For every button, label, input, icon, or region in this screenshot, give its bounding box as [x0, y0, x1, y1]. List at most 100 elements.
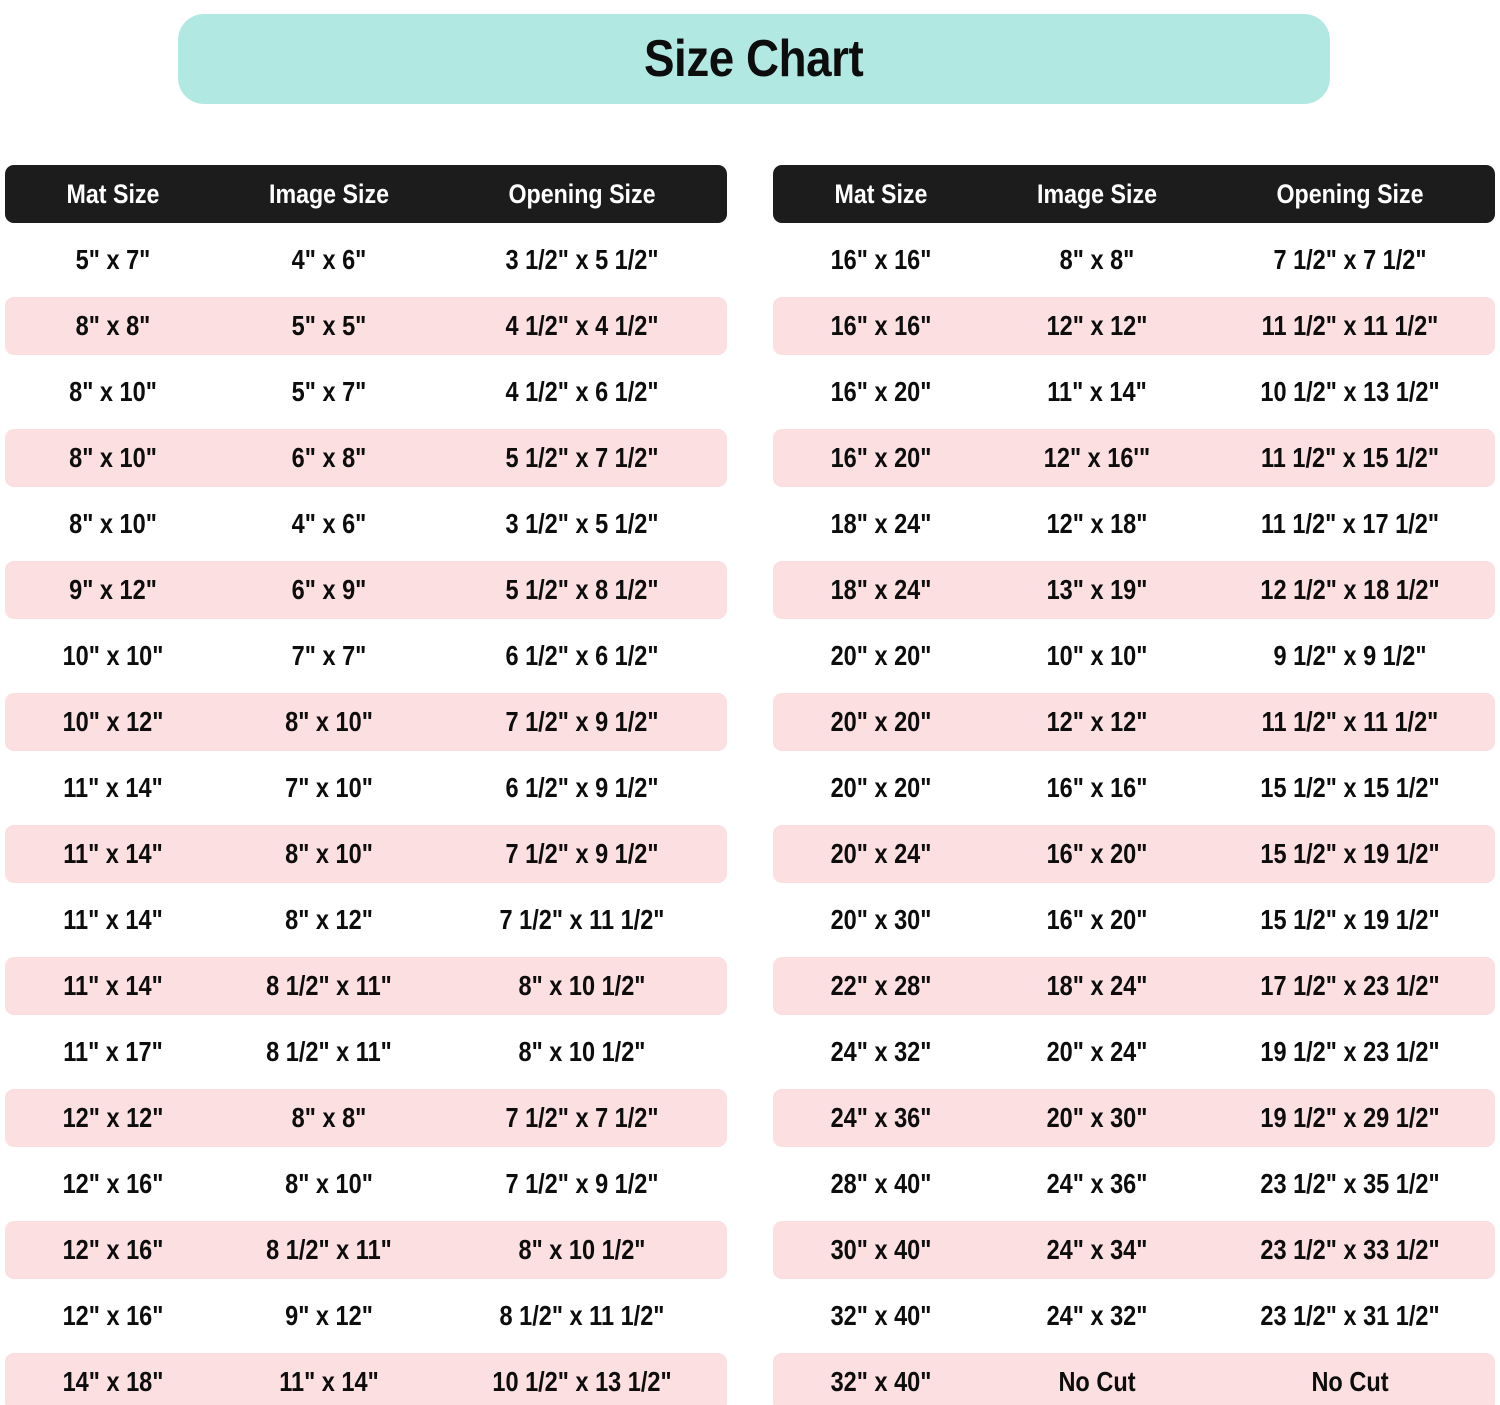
left-cell-opening-size: 6 1/2" x 9 1/2" [505, 772, 659, 803]
left-table-header-row: Mat Size Image Size Opening Size [5, 165, 727, 223]
table-row: 12" x 16" 8 1/2" x 11" 8" x 10 1/2" [5, 1221, 727, 1279]
left-cell-mat-size: 11" x 14" [63, 838, 163, 869]
left-cell-mat-size: 8" x 10" [69, 376, 157, 407]
right-cell-mat-size: 20" x 20" [830, 640, 932, 671]
right-cell-mat-size: 16" x 16" [830, 310, 932, 341]
right-cell-opening-size: 11 1/2" x 11 1/2" [1261, 310, 1439, 341]
left-cell-mat-size: 10" x 12" [62, 706, 164, 737]
left-cell-image-size: 4" x 6" [291, 244, 367, 275]
right-cell-mat-size: 32" x 40" [830, 1300, 932, 1331]
right-header-opening-size: Opening Size [1276, 178, 1424, 209]
right-cell-image-size: 24" x 32" [1046, 1300, 1148, 1331]
right-cell-opening-size: 15 1/2" x 19 1/2" [1260, 904, 1440, 935]
left-cell-mat-size: 12" x 12" [62, 1102, 164, 1133]
right-cell-image-size: 16" x 20" [1046, 838, 1148, 869]
table-row: 12" x 16" 9" x 12" 8 1/2" x 11 1/2" [5, 1287, 727, 1345]
left-cell-opening-size: 8" x 10 1/2" [518, 1234, 646, 1265]
right-cell-image-size: 16" x 20" [1046, 904, 1148, 935]
tables-container: Mat Size Image Size Opening Size 5" x 7"… [0, 165, 1500, 1405]
right-cell-image-size: 13" x 19" [1046, 574, 1148, 605]
left-size-table: Mat Size Image Size Opening Size 5" x 7"… [5, 165, 727, 1405]
left-cell-mat-size: 8" x 8" [75, 310, 151, 341]
left-cell-opening-size: 4 1/2" x 4 1/2" [505, 310, 659, 341]
left-cell-image-size: 4" x 6" [291, 508, 367, 539]
left-cell-opening-size: 5 1/2" x 7 1/2" [505, 442, 659, 473]
left-header-image-size: Image Size [268, 178, 390, 209]
table-row: 11" x 14" 8 1/2" x 11" 8" x 10 1/2" [5, 957, 727, 1015]
left-cell-mat-size: 12" x 16" [62, 1300, 164, 1331]
table-row: 11" x 14" 8" x 12" 7 1/2" x 11 1/2" [5, 891, 727, 949]
right-cell-mat-size: 24" x 36" [830, 1102, 932, 1133]
right-size-table: Mat Size Image Size Opening Size 16" x 1… [773, 165, 1495, 1405]
left-cell-opening-size: 7 1/2" x 11 1/2" [499, 904, 665, 935]
left-cell-opening-size: 8" x 10 1/2" [518, 1036, 646, 1067]
left-cell-mat-size: 11" x 14" [63, 970, 163, 1001]
left-cell-opening-size: 8 1/2" x 11 1/2" [499, 1300, 665, 1331]
right-cell-opening-size: 23 1/2" x 35 1/2" [1260, 1168, 1440, 1199]
right-cell-opening-size: 11 1/2" x 11 1/2" [1261, 706, 1439, 737]
table-row: 14" x 18" 11" x 14" 10 1/2" x 13 1/2" [5, 1353, 727, 1405]
left-cell-opening-size: 6 1/2" x 6 1/2" [505, 640, 659, 671]
right-cell-image-size: 11" x 14" [1047, 376, 1147, 407]
right-cell-mat-size: 16" x 20" [830, 442, 932, 473]
right-cell-opening-size: 17 1/2" x 23 1/2" [1260, 970, 1440, 1001]
right-header-image-size: Image Size [1036, 178, 1158, 209]
right-cell-opening-size: 15 1/2" x 19 1/2" [1260, 838, 1440, 869]
right-cell-image-size: 24" x 36" [1046, 1168, 1148, 1199]
left-cell-opening-size: 7 1/2" x 9 1/2" [505, 1168, 659, 1199]
left-cell-mat-size: 8" x 10" [69, 508, 157, 539]
right-cell-opening-size: 19 1/2" x 23 1/2" [1260, 1036, 1440, 1067]
left-cell-image-size: 7" x 10" [285, 772, 373, 803]
right-cell-opening-size: 7 1/2" x 7 1/2" [1273, 244, 1427, 275]
table-row: 8" x 10" 6" x 8" 5 1/2" x 7 1/2" [5, 429, 727, 487]
left-cell-image-size: 5" x 5" [291, 310, 367, 341]
table-row: 12" x 12" 8" x 8" 7 1/2" x 7 1/2" [5, 1089, 727, 1147]
right-cell-mat-size: 20" x 30" [830, 904, 932, 935]
right-cell-image-size: 10" x 10" [1046, 640, 1148, 671]
left-cell-image-size: 6" x 8" [291, 442, 367, 473]
right-cell-opening-size: 12 1/2" x 18 1/2" [1260, 574, 1440, 605]
left-cell-mat-size: 11" x 14" [63, 772, 163, 803]
right-cell-image-size: 12" x 12" [1046, 310, 1148, 341]
table-row: 30" x 40" 24" x 34" 23 1/2" x 33 1/2" [773, 1221, 1495, 1279]
right-cell-mat-size: 24" x 32" [830, 1036, 932, 1067]
table-row: 32" x 40" 24" x 32" 23 1/2" x 31 1/2" [773, 1287, 1495, 1345]
right-cell-opening-size: 23 1/2" x 31 1/2" [1260, 1300, 1440, 1331]
right-table-header-row: Mat Size Image Size Opening Size [773, 165, 1495, 223]
right-cell-image-size: 20" x 24" [1046, 1036, 1148, 1067]
left-cell-opening-size: 3 1/2" x 5 1/2" [505, 244, 659, 275]
right-cell-mat-size: 18" x 24" [830, 574, 932, 605]
table-row: 9" x 12" 6" x 9" 5 1/2" x 8 1/2" [5, 561, 727, 619]
table-row: 16" x 20" 12" x 16'" 11 1/2" x 15 1/2" [773, 429, 1495, 487]
left-cell-image-size: 8" x 8" [291, 1102, 367, 1133]
left-cell-mat-size: 11" x 17" [63, 1036, 163, 1067]
left-cell-opening-size: 5 1/2" x 8 1/2" [505, 574, 659, 605]
table-row: 20" x 20" 12" x 12" 11 1/2" x 11 1/2" [773, 693, 1495, 751]
table-row: 10" x 10" 7" x 7" 6 1/2" x 6 1/2" [5, 627, 727, 685]
table-row: 20" x 24" 16" x 20" 15 1/2" x 19 1/2" [773, 825, 1495, 883]
right-cell-image-size: 12" x 16'" [1043, 442, 1151, 473]
left-cell-opening-size: 8" x 10 1/2" [518, 970, 646, 1001]
table-row: 10" x 12" 8" x 10" 7 1/2" x 9 1/2" [5, 693, 727, 751]
left-cell-mat-size: 12" x 16" [62, 1168, 164, 1199]
left-cell-image-size: 8" x 12" [285, 904, 373, 935]
right-cell-mat-size: 20" x 20" [830, 772, 932, 803]
table-row: 5" x 7" 4" x 6" 3 1/2" x 5 1/2" [5, 231, 727, 289]
left-cell-mat-size: 11" x 14" [63, 904, 163, 935]
left-cell-opening-size: 7 1/2" x 7 1/2" [505, 1102, 659, 1133]
table-row: 20" x 30" 16" x 20" 15 1/2" x 19 1/2" [773, 891, 1495, 949]
table-row: 11" x 14" 8" x 10" 7 1/2" x 9 1/2" [5, 825, 727, 883]
left-cell-image-size: 8 1/2" x 11" [266, 1036, 392, 1067]
right-cell-image-size: No Cut [1058, 1366, 1136, 1397]
left-cell-opening-size: 4 1/2" x 6 1/2" [505, 376, 659, 407]
table-row: 18" x 24" 12" x 18" 11 1/2" x 17 1/2" [773, 495, 1495, 553]
left-cell-mat-size: 14" x 18" [62, 1366, 164, 1397]
left-cell-opening-size: 10 1/2" x 13 1/2" [492, 1366, 672, 1397]
right-cell-mat-size: 30" x 40" [830, 1234, 932, 1265]
left-cell-image-size: 7" x 7" [291, 640, 367, 671]
right-table-body: 16" x 16" 8" x 8" 7 1/2" x 7 1/2" 16" x 16"… [773, 231, 1495, 1405]
left-cell-image-size: 11" x 14" [279, 1366, 379, 1397]
right-cell-mat-size: 22" x 28" [830, 970, 932, 1001]
left-cell-image-size: 9" x 12" [285, 1300, 373, 1331]
right-cell-opening-size: 10 1/2" x 13 1/2" [1260, 376, 1440, 407]
